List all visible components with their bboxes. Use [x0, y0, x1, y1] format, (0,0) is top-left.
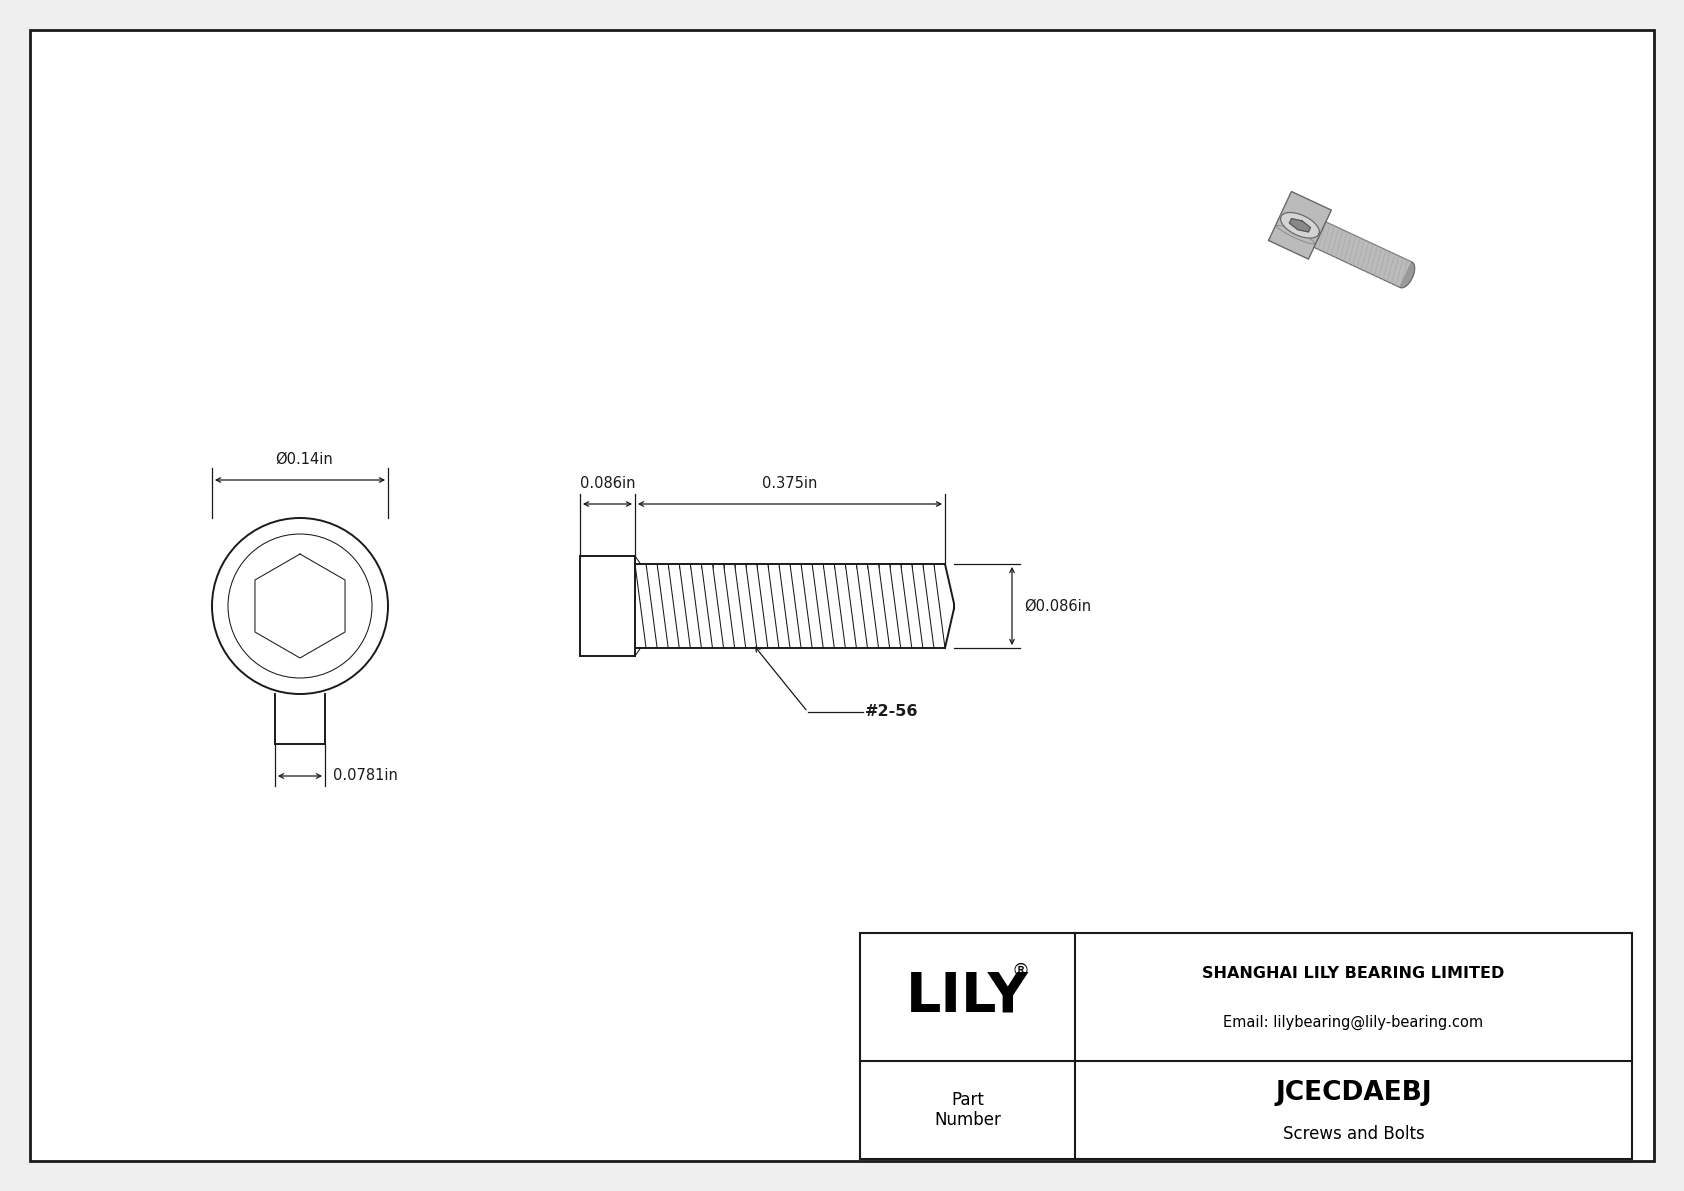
- Text: Part
Number: Part Number: [935, 1091, 1000, 1129]
- Polygon shape: [1290, 219, 1310, 232]
- Bar: [579, 556, 635, 656]
- Text: ®: ®: [1012, 962, 1029, 980]
- Text: Ø0.086in: Ø0.086in: [1024, 599, 1091, 613]
- Bar: [861, 933, 1632, 1159]
- Text: Ø0.14in: Ø0.14in: [274, 453, 333, 467]
- Text: Screws and Bolts: Screws and Bolts: [1283, 1124, 1425, 1142]
- Text: JCECDAEBJ: JCECDAEBJ: [1275, 1080, 1431, 1106]
- Text: SHANGHAI LILY BEARING LIMITED: SHANGHAI LILY BEARING LIMITED: [1202, 966, 1505, 981]
- Circle shape: [227, 534, 372, 678]
- Polygon shape: [1268, 192, 1332, 260]
- Circle shape: [212, 518, 387, 694]
- Text: #2-56: #2-56: [866, 705, 918, 719]
- Text: 0.0781in: 0.0781in: [333, 768, 397, 784]
- Polygon shape: [1399, 262, 1415, 288]
- Polygon shape: [1314, 222, 1411, 287]
- Text: Email: lilybearing@lily-bearing.com: Email: lilybearing@lily-bearing.com: [1224, 1015, 1484, 1030]
- Polygon shape: [1280, 212, 1319, 238]
- Text: 0.086in: 0.086in: [579, 476, 635, 491]
- Text: 0.375in: 0.375in: [763, 476, 818, 491]
- Text: LILY: LILY: [906, 969, 1029, 1024]
